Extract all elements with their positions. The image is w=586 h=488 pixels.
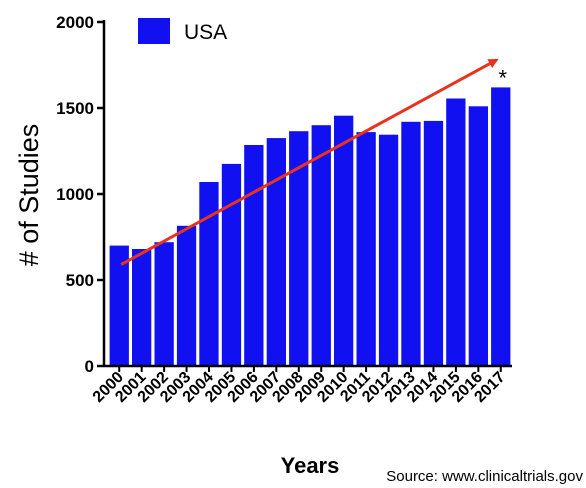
bar-2015 (446, 98, 466, 366)
bar-2009 (311, 125, 331, 366)
y-tick-label-1000: 1000 (56, 185, 94, 204)
bar-2003 (176, 225, 197, 366)
significance-annotation: * (499, 65, 508, 90)
bar-2013 (401, 121, 421, 366)
trend-arrow (120, 58, 499, 266)
y-ticks-group: 0 500 1000 1500 2000 (56, 13, 104, 376)
y-tick-label-2000: 2000 (56, 13, 94, 32)
y-tick-label-1500: 1500 (56, 99, 94, 118)
x-axis-label: Years (281, 453, 340, 478)
legend-label: USA (184, 21, 227, 44)
bar-2017 (491, 87, 511, 367)
bar-2016 (468, 106, 488, 367)
x-ticks-group: 2000200120022003200420052006200720082009… (90, 366, 509, 406)
bar-2010 (334, 115, 354, 366)
source-note: Source: www.clinicaltrials.gov (386, 468, 583, 485)
bar-2002 (154, 242, 174, 366)
bar-2004 (199, 182, 219, 366)
y-axis-label: # of Studies (14, 124, 44, 267)
legend-swatch (138, 18, 170, 44)
bar-2007 (266, 138, 286, 366)
bar-2005 (221, 163, 242, 366)
y-tick-label-500: 500 (66, 271, 94, 290)
bar-2012 (378, 134, 399, 366)
bar-2006 (244, 145, 264, 366)
bar-2008 (289, 131, 309, 366)
y-tick-label-0: 0 (85, 357, 94, 376)
bar-2011 (356, 132, 376, 366)
bar-2014 (423, 120, 444, 367)
bar-2000 (109, 245, 129, 366)
bar-2001 (132, 249, 152, 366)
bars-group (109, 87, 511, 367)
